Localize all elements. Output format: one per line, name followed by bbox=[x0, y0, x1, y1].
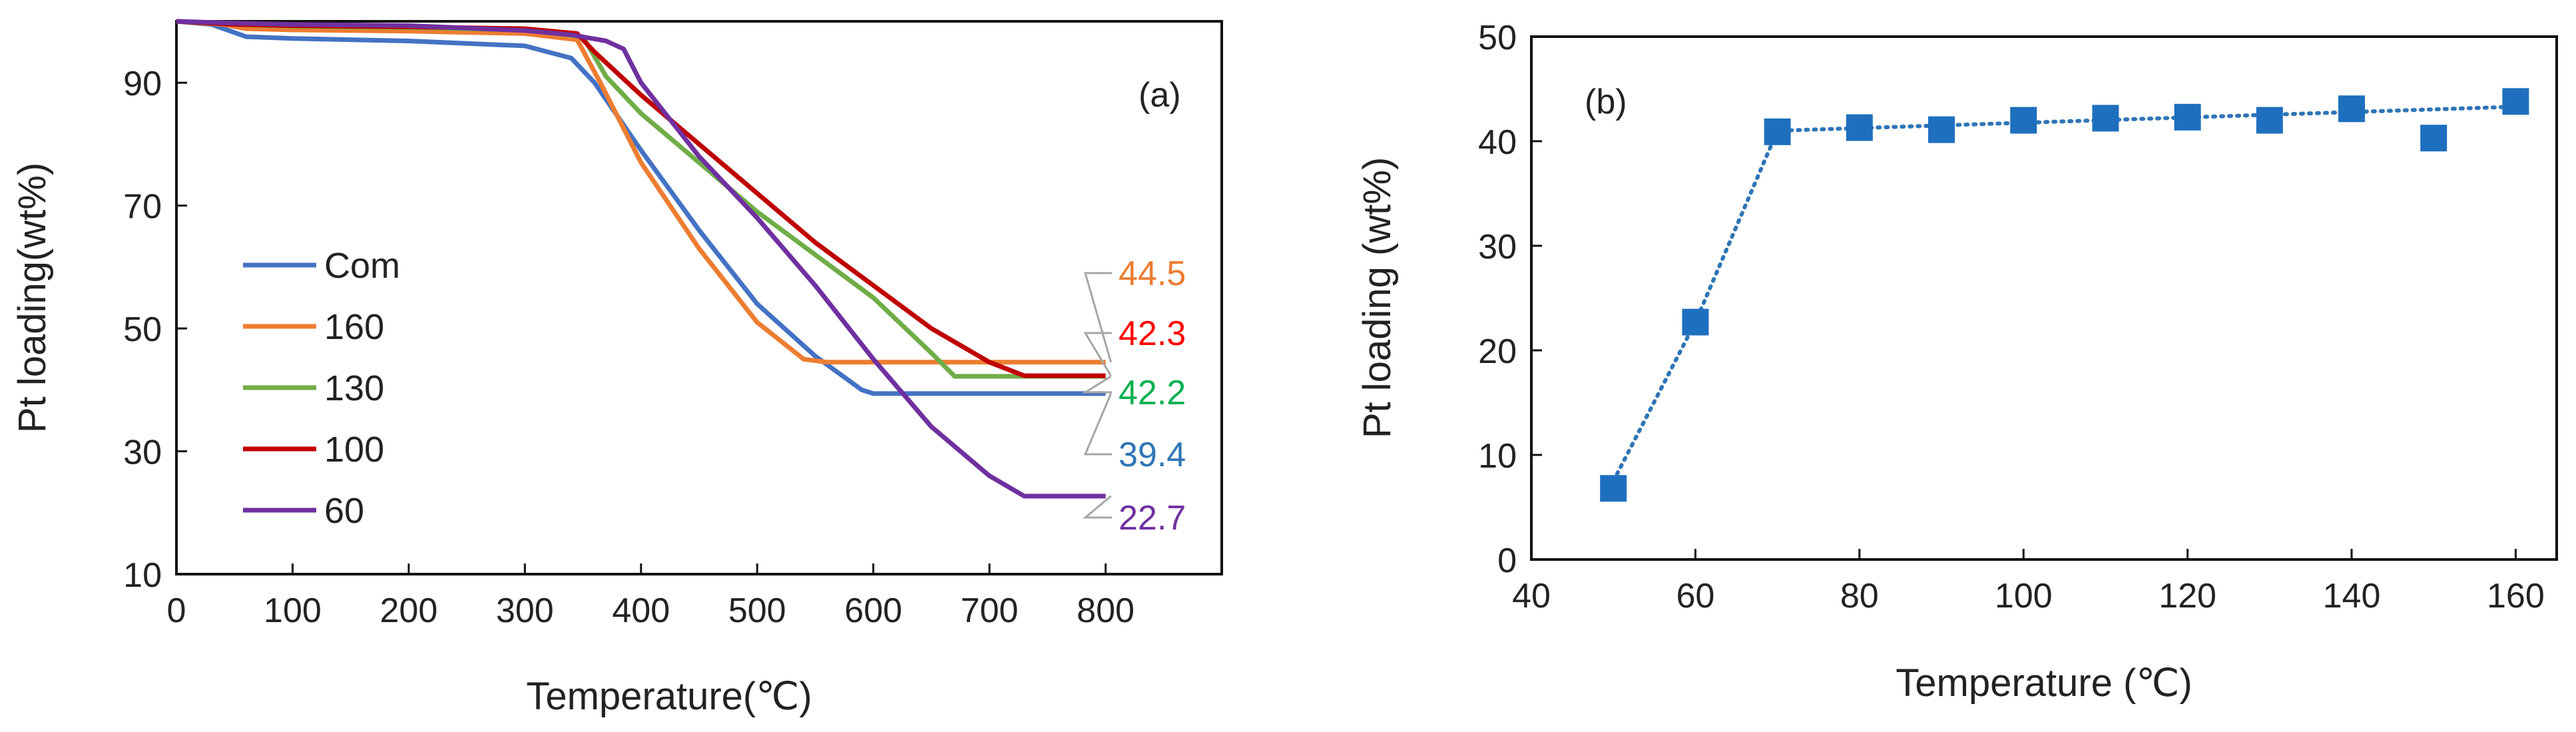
x-tick-label: 300 bbox=[496, 591, 554, 630]
y-tick-label: 50 bbox=[123, 310, 162, 349]
panel-a-chart: 10 30 50 70 90 0 100 200 300 400 500 600 700 800 Com… bbox=[11, 19, 1223, 718]
panel-b-label: (b) bbox=[1585, 83, 1627, 121]
annotation-leader bbox=[1082, 495, 1112, 519]
y-tick-label: 50 bbox=[1478, 19, 1517, 57]
series-line-com bbox=[176, 19, 1106, 396]
y-tick-label: 30 bbox=[123, 434, 162, 472]
x-tick-label: 140 bbox=[2323, 577, 2381, 615]
data-point bbox=[2502, 88, 2529, 115]
panel-b-x-axis: 40 60 80 100 120 140 160 bbox=[1512, 549, 2545, 615]
panel-a-plot-frame bbox=[175, 20, 1223, 575]
y-tick-label: 10 bbox=[123, 556, 162, 595]
annotation-label: 44.5 bbox=[1119, 254, 1186, 293]
panel-a-label: (a) bbox=[1139, 76, 1181, 115]
y-tick-label: 70 bbox=[123, 188, 162, 226]
legend-entry: 130 bbox=[324, 368, 384, 408]
panel-b-chart: 0 10 20 30 40 50 40 60 80 100 120 140 160 (b) Tempe… bbox=[1356, 19, 2558, 705]
trend-line bbox=[1611, 105, 2518, 484]
legend-entry: 100 bbox=[324, 430, 384, 470]
data-point bbox=[2338, 95, 2365, 123]
x-tick-label: 700 bbox=[961, 591, 1019, 630]
data-point bbox=[1600, 475, 1627, 502]
x-tick-label: 160 bbox=[2487, 577, 2545, 615]
panel-a-x-label: Temperature(℃) bbox=[526, 675, 812, 718]
panel-b-x-label: Temperature (℃) bbox=[1896, 661, 2192, 705]
panel-b-y-label: Pt loading (wt%) bbox=[1356, 157, 1399, 438]
x-tick-label: 500 bbox=[728, 591, 786, 630]
panel-b-plot-frame bbox=[1530, 35, 2558, 561]
y-tick-label: 20 bbox=[1478, 332, 1517, 371]
data-point bbox=[2256, 107, 2283, 134]
y-tick-label: 0 bbox=[1497, 542, 1517, 580]
x-tick-label: 200 bbox=[380, 591, 438, 630]
panel-b-points bbox=[1600, 88, 2529, 502]
panel-b-y-axis: 0 10 20 30 40 50 bbox=[1478, 19, 1542, 580]
x-tick-label: 40 bbox=[1512, 577, 1551, 615]
series-line-100 bbox=[176, 19, 1106, 378]
x-tick-label: 120 bbox=[2159, 577, 2216, 615]
annotation-label: 42.2 bbox=[1119, 374, 1186, 412]
series-line-60 bbox=[176, 19, 1106, 499]
annotation-leader bbox=[1083, 393, 1112, 456]
annotation-leader bbox=[1081, 375, 1112, 394]
legend-entry: 60 bbox=[324, 491, 364, 531]
panel-a-y-label: Pt loading(wt%) bbox=[11, 163, 54, 433]
data-point bbox=[1764, 118, 1791, 145]
legend-entry: Com bbox=[324, 246, 400, 286]
panel-a-series bbox=[176, 19, 1106, 499]
y-tick-label: 90 bbox=[123, 65, 162, 103]
x-tick-label: 800 bbox=[1077, 591, 1135, 630]
series-line-130 bbox=[176, 19, 1106, 379]
panel-a-annotations: 44.5 42.3 42.2 39.4 22.7 bbox=[1081, 254, 1186, 538]
data-point bbox=[1682, 308, 1709, 336]
x-tick-label: 600 bbox=[844, 591, 902, 630]
data-point bbox=[1928, 116, 1955, 143]
x-tick-label: 100 bbox=[1995, 577, 2053, 615]
legend-entry: 160 bbox=[324, 307, 384, 347]
annotation-label: 42.3 bbox=[1119, 314, 1186, 353]
x-tick-label: 400 bbox=[612, 591, 670, 630]
data-point bbox=[2420, 125, 2447, 152]
data-point bbox=[2092, 105, 2119, 132]
series-line-160 bbox=[176, 19, 1106, 365]
data-point bbox=[2010, 107, 2037, 134]
data-point bbox=[1846, 114, 1873, 141]
x-tick-label: 100 bbox=[264, 591, 322, 630]
data-point bbox=[2174, 103, 2201, 131]
x-tick-label: 60 bbox=[1676, 577, 1714, 615]
y-tick-label: 10 bbox=[1478, 437, 1517, 476]
annotation-leader bbox=[1084, 272, 1112, 363]
y-tick-label: 40 bbox=[1478, 123, 1517, 162]
x-tick-label: 0 bbox=[167, 591, 186, 630]
annotation-label: 39.4 bbox=[1119, 436, 1186, 474]
x-tick-label: 80 bbox=[1840, 577, 1879, 615]
panel-a-y-axis: 10 30 50 70 90 bbox=[123, 65, 187, 595]
annotation-leader bbox=[1083, 332, 1112, 376]
annotation-label: 22.7 bbox=[1119, 499, 1186, 538]
panel-b-trend bbox=[1611, 105, 2518, 484]
y-tick-label: 30 bbox=[1478, 228, 1517, 266]
panel-a-x-axis: 0 100 200 300 400 500 600 700 800 bbox=[167, 563, 1135, 630]
panel-a-legend: Com 160 130 100 60 bbox=[243, 246, 400, 531]
